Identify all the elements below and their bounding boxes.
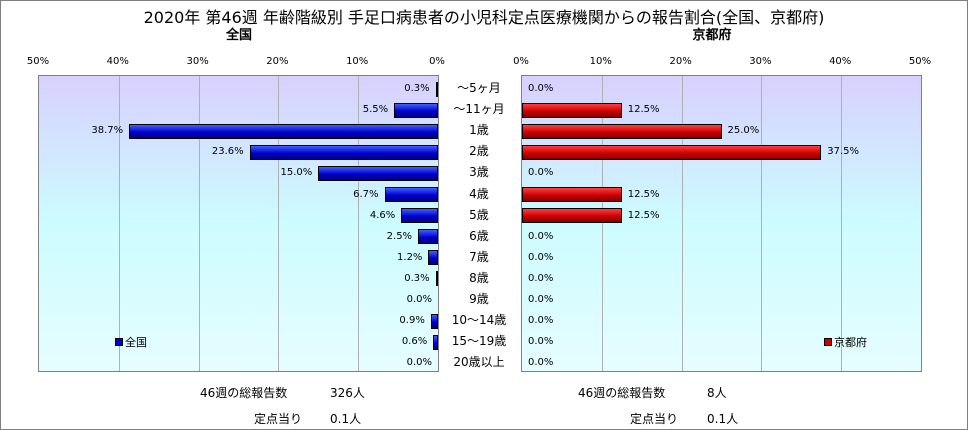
kyoto-bar bbox=[522, 123, 722, 139]
kyoto-bar bbox=[522, 208, 622, 224]
kyoto-legend-label: 京都府 bbox=[834, 336, 867, 349]
national-gridline bbox=[198, 76, 200, 371]
national-bar bbox=[129, 123, 438, 139]
national-value-label: 0.0% bbox=[406, 357, 432, 369]
national-value-label: 6.7% bbox=[353, 188, 379, 200]
national-value-label: 15.0% bbox=[280, 167, 313, 179]
national-value-label: 0.9% bbox=[399, 315, 425, 327]
kyoto-value-label: 0.0% bbox=[528, 230, 554, 242]
national-tick-label: 20% bbox=[266, 56, 289, 67]
kyoto-tick-label: 20% bbox=[669, 56, 692, 67]
national-value-label: 38.7% bbox=[91, 125, 124, 137]
kyoto-value-label: 12.5% bbox=[627, 209, 660, 221]
national-value-label: 0.3% bbox=[404, 83, 430, 94]
national-legend-swatch bbox=[115, 338, 123, 346]
national-bar bbox=[435, 271, 438, 287]
kyoto-value-label: 25.0% bbox=[727, 125, 760, 137]
national-legend-label: 全国 bbox=[125, 336, 147, 349]
kyoto-per-value: 0.1人 bbox=[707, 412, 739, 426]
kyoto-value-label: 0.0% bbox=[528, 167, 554, 179]
national-subtitle: 全国 bbox=[225, 28, 252, 43]
national-total-value: 326人 bbox=[330, 386, 365, 400]
age-group-label: 3歳 bbox=[469, 165, 489, 180]
national-legend: 全国 bbox=[115, 334, 147, 350]
kyoto-value-label: 0.0% bbox=[528, 294, 554, 305]
national-gridline bbox=[118, 76, 120, 371]
kyoto-total-value: 8人 bbox=[707, 386, 727, 400]
national-value-label: 23.6% bbox=[211, 146, 244, 158]
kyoto-legend: 京都府 bbox=[824, 334, 867, 350]
national-value-label: 4.6% bbox=[369, 209, 396, 221]
national-tick-label: 30% bbox=[186, 56, 209, 67]
kyoto-value-label: 0.0% bbox=[528, 251, 554, 263]
kyoto-tick-label: 0% bbox=[513, 56, 529, 67]
kyoto-bar bbox=[522, 102, 622, 118]
kyoto-legend-swatch bbox=[824, 338, 832, 346]
kyoto-plot-area: 0.0% 12.5% 25.0% 37.5% 0.0% 12.5% 12.5% 0.0% 0.0… bbox=[521, 75, 922, 372]
age-group-label: 5歳 bbox=[469, 207, 489, 222]
national-tick-label: 0% bbox=[429, 56, 445, 67]
national-bar bbox=[418, 229, 438, 245]
chart-title: 2020年 第46週 年齢階級別 手足口病患者の小児科定点医療機関からの報告割合… bbox=[143, 8, 825, 27]
national-tick-label: 50% bbox=[26, 56, 50, 67]
kyoto-gridline bbox=[761, 76, 763, 371]
kyoto-tick-label: 50% bbox=[908, 56, 932, 67]
national-per-value: 0.1人 bbox=[330, 412, 362, 426]
kyoto-value-label: 0.0% bbox=[528, 357, 554, 369]
age-group-label: 4歳 bbox=[469, 186, 489, 201]
national-tick-label: 10% bbox=[346, 56, 369, 67]
national-value-label: 5.5% bbox=[362, 104, 389, 116]
national-bar bbox=[401, 208, 438, 224]
age-group-label: 2歳 bbox=[469, 144, 489, 159]
age-group-label: 6歳 bbox=[469, 228, 489, 243]
kyoto-per-label: 定点当り bbox=[630, 412, 679, 426]
national-bar bbox=[394, 102, 438, 118]
national-total-label: 46週の総報告数 bbox=[200, 386, 288, 400]
kyoto-bar bbox=[522, 187, 622, 202]
national-gridline bbox=[358, 76, 360, 371]
national-tick-label: 40% bbox=[106, 56, 129, 67]
national-plot-area: 0.3% 5.5% 38.7% 23.6% 15.0% 6.7% 4.6% 2.5% 1.2% 0… bbox=[38, 75, 439, 372]
age-group-label: 8歳 bbox=[469, 270, 489, 285]
national-per-label: 定点当り bbox=[254, 412, 303, 426]
age-group-label: ～11ヶ月 bbox=[453, 102, 505, 117]
age-group-label: 1歳 bbox=[469, 123, 489, 138]
kyoto-gridline bbox=[841, 76, 843, 371]
kyoto-value-label: 12.5% bbox=[627, 188, 660, 200]
kyoto-value-label: 37.5% bbox=[827, 146, 860, 158]
national-bar bbox=[430, 313, 438, 329]
kyoto-tick-label: 40% bbox=[829, 56, 852, 67]
age-group-label: 15～19歳 bbox=[451, 334, 507, 349]
national-value-label: 0.6% bbox=[401, 336, 428, 348]
kyoto-gridline bbox=[601, 76, 603, 371]
kyoto-value-label: 0.0% bbox=[528, 83, 554, 94]
kyoto-total-label: 46週の総報告数 bbox=[578, 386, 666, 400]
kyoto-tick-label: 10% bbox=[589, 56, 612, 67]
kyoto-subtitle: 京都府 bbox=[692, 28, 732, 43]
national-value-label: 1.2% bbox=[397, 251, 423, 263]
age-group-label: ～5ヶ月 bbox=[457, 81, 501, 95]
age-group-label: 10～14歳 bbox=[451, 313, 507, 328]
age-group-label: 9歳 bbox=[469, 292, 489, 306]
kyoto-bar bbox=[522, 144, 822, 160]
kyoto-value-label: 0.0% bbox=[528, 315, 554, 327]
national-value-label: 0.3% bbox=[404, 272, 430, 284]
kyoto-value-label: 0.0% bbox=[528, 272, 554, 284]
kyoto-gridline bbox=[681, 76, 683, 371]
national-bar bbox=[318, 165, 438, 181]
age-group-label: 7歳 bbox=[469, 249, 489, 264]
national-value-label: 0.0% bbox=[406, 294, 432, 305]
kyoto-value-label: 0.0% bbox=[528, 336, 554, 348]
kyoto-tick-label: 30% bbox=[749, 56, 772, 67]
national-value-label: 2.5% bbox=[386, 230, 413, 242]
national-bar bbox=[428, 250, 438, 266]
kyoto-value-label: 12.5% bbox=[627, 104, 660, 116]
national-gridline bbox=[278, 76, 280, 371]
national-bar bbox=[249, 144, 438, 160]
national-bar bbox=[433, 334, 438, 350]
national-bar bbox=[384, 187, 438, 202]
national-bar bbox=[435, 81, 438, 97]
age-group-label: 20歳以上 bbox=[453, 355, 505, 370]
